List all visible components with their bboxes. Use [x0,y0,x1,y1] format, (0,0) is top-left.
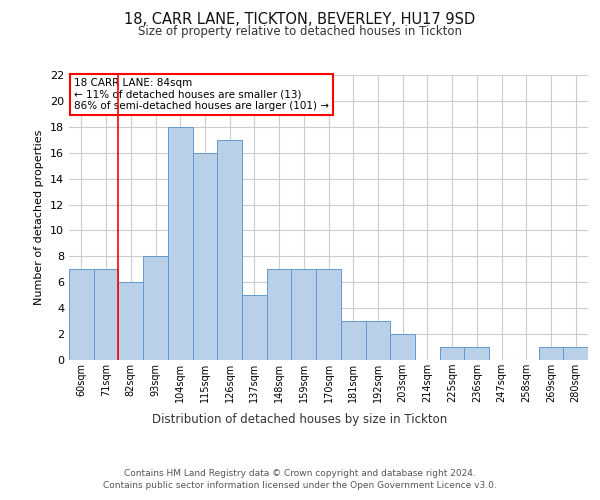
Bar [464,347,489,360]
Bar [193,152,217,360]
Bar [390,334,415,360]
Text: Size of property relative to detached houses in Tickton: Size of property relative to detached ho… [138,25,462,38]
Bar [168,127,193,360]
Bar [316,270,341,360]
Bar [341,321,365,360]
Bar [365,321,390,360]
Bar [292,270,316,360]
Bar [539,347,563,360]
Text: Distribution of detached houses by size in Tickton: Distribution of detached houses by size … [152,412,448,426]
Bar [143,256,168,360]
Bar [94,270,118,360]
Text: 18 CARR LANE: 84sqm
← 11% of detached houses are smaller (13)
86% of semi-detach: 18 CARR LANE: 84sqm ← 11% of detached ho… [74,78,329,111]
Bar [242,295,267,360]
Bar [563,347,588,360]
Text: 18, CARR LANE, TICKTON, BEVERLEY, HU17 9SD: 18, CARR LANE, TICKTON, BEVERLEY, HU17 9… [124,12,476,28]
Bar [69,270,94,360]
Bar [267,270,292,360]
Bar [217,140,242,360]
Bar [118,282,143,360]
Text: Contains HM Land Registry data © Crown copyright and database right 2024.
Contai: Contains HM Land Registry data © Crown c… [103,468,497,490]
Bar [440,347,464,360]
Y-axis label: Number of detached properties: Number of detached properties [34,130,44,305]
